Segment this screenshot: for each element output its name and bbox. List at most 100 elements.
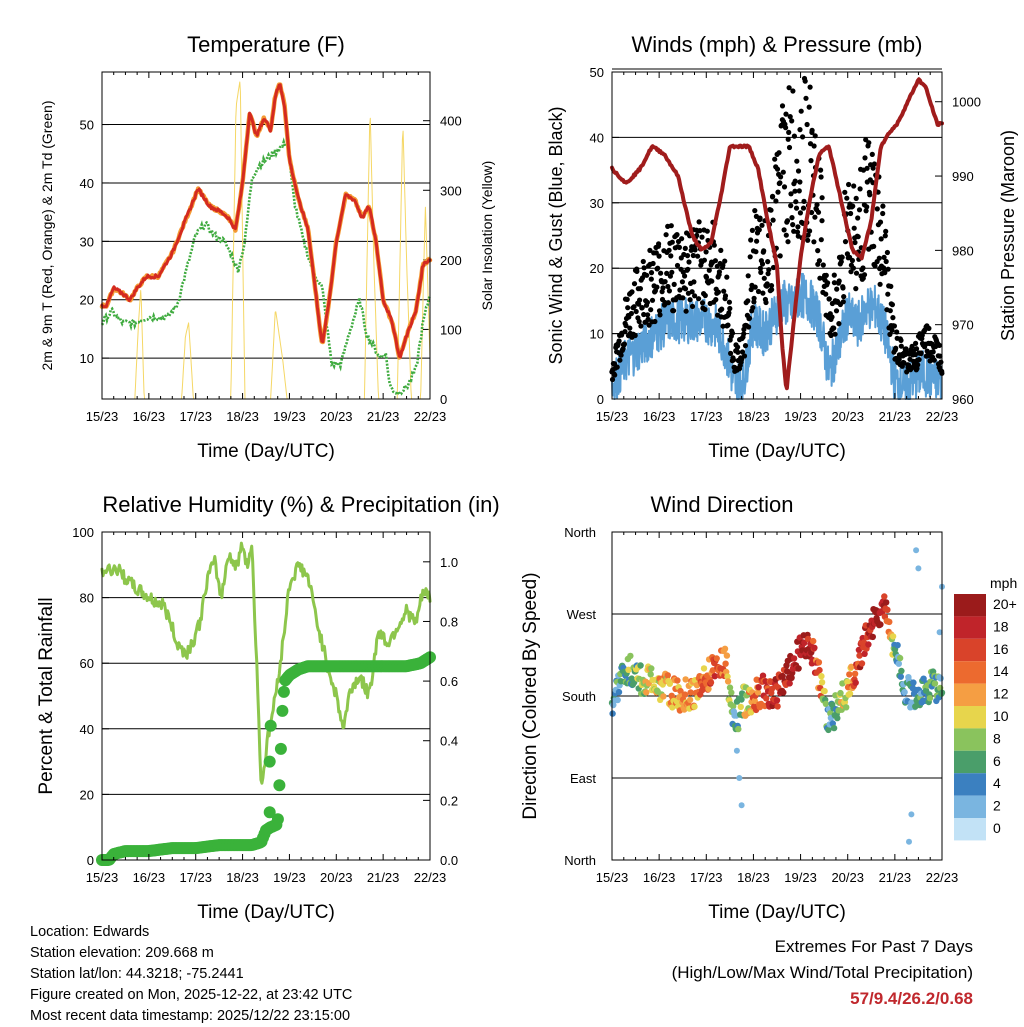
elevation-text: Station elevation: 209.668 m bbox=[30, 945, 214, 961]
gust-point bbox=[788, 191, 794, 197]
gust-point bbox=[772, 156, 778, 162]
gust-point bbox=[915, 362, 921, 368]
gust-point bbox=[855, 215, 861, 221]
chart-title: Winds (mph) & Pressure (mb) bbox=[632, 32, 923, 57]
y-tick-label: 10 bbox=[590, 327, 604, 342]
gust-point bbox=[770, 264, 777, 271]
gust-point bbox=[815, 248, 821, 254]
gust-point bbox=[633, 308, 639, 315]
gust-point bbox=[722, 293, 729, 299]
x-tick-label: 20/23 bbox=[320, 870, 353, 885]
gust-point bbox=[684, 253, 691, 259]
gust-point bbox=[618, 352, 624, 358]
wind-direction-panel: North East South West North Direction (Colore… bbox=[520, 492, 958, 923]
gust-point bbox=[770, 193, 776, 199]
pressure-line bbox=[610, 77, 944, 391]
direction-point bbox=[648, 665, 655, 672]
gust-point bbox=[883, 228, 889, 234]
x-tick-label: 17/23 bbox=[179, 870, 212, 885]
gust-point bbox=[652, 318, 658, 325]
x-tick-label: 18/23 bbox=[226, 409, 259, 424]
gust-point bbox=[872, 263, 878, 269]
gust-point bbox=[913, 346, 920, 352]
direction-point bbox=[915, 565, 922, 572]
x-tick-label: 16/23 bbox=[133, 409, 166, 424]
y-right-tick-label: 990 bbox=[952, 169, 974, 184]
gust-point bbox=[632, 332, 638, 339]
gust-point bbox=[677, 287, 683, 293]
direction-point bbox=[786, 680, 793, 687]
direction-point bbox=[830, 724, 838, 732]
direction-point bbox=[724, 678, 732, 685]
gust-point bbox=[682, 245, 688, 251]
gust-point bbox=[709, 278, 715, 284]
y-right-tick-label: 970 bbox=[952, 318, 974, 333]
gust-point bbox=[778, 174, 784, 180]
y-tick-label: 40 bbox=[80, 176, 94, 191]
x-axis-label: Time (Day/UTC) bbox=[197, 441, 335, 462]
gust-point bbox=[809, 209, 815, 216]
legend-label: 10 bbox=[993, 708, 1009, 724]
x-tick-label: 20/23 bbox=[320, 409, 353, 424]
gust-point bbox=[814, 202, 820, 208]
gust-point bbox=[869, 151, 875, 157]
gust-point bbox=[648, 307, 654, 313]
gust-point bbox=[926, 325, 932, 331]
gust-point bbox=[784, 218, 791, 224]
chart-title: Temperature (F) bbox=[187, 32, 345, 57]
gust-point bbox=[689, 303, 696, 309]
gust-point bbox=[796, 188, 802, 194]
gust-point bbox=[786, 144, 793, 151]
gust-point bbox=[877, 281, 883, 287]
gust-point bbox=[794, 158, 800, 164]
gust-point bbox=[727, 305, 733, 312]
direction-point bbox=[790, 655, 798, 662]
plot-frame bbox=[101, 531, 431, 861]
legend-swatch bbox=[954, 750, 986, 774]
x-tick-label: 15/23 bbox=[596, 409, 629, 424]
x-tick-label: 19/23 bbox=[784, 409, 817, 424]
gust-point bbox=[878, 236, 884, 242]
direction-point bbox=[730, 703, 737, 710]
gust-point bbox=[748, 237, 754, 243]
direction-point bbox=[669, 704, 676, 711]
gust-point bbox=[788, 203, 794, 209]
direction-point bbox=[647, 671, 654, 678]
gust-point bbox=[621, 341, 628, 347]
x-axis-label: Time (Day/UTC) bbox=[708, 902, 846, 923]
gust-point bbox=[756, 227, 762, 233]
gust-point bbox=[832, 331, 838, 337]
gust-point bbox=[731, 357, 737, 363]
rh-line bbox=[100, 541, 432, 785]
gust-point bbox=[805, 237, 811, 243]
gust-point bbox=[773, 198, 779, 204]
gust-point bbox=[916, 357, 922, 363]
chart-title: Wind Direction bbox=[650, 492, 793, 517]
gust-point bbox=[769, 287, 775, 293]
direction-point bbox=[856, 652, 863, 659]
temperature-panel: 10 20 30 40 50 2m & 9m T (Red, Orange) & 2m T… bbox=[39, 32, 495, 462]
direction-point bbox=[643, 689, 650, 696]
gust-point bbox=[786, 129, 792, 135]
gust-point bbox=[728, 350, 734, 356]
precip-point bbox=[274, 742, 287, 755]
direction-point bbox=[931, 680, 939, 687]
direction-point bbox=[844, 678, 851, 686]
direction-point bbox=[936, 629, 943, 636]
gust-point bbox=[726, 310, 732, 316]
gust-point bbox=[852, 239, 858, 246]
y-tick-label: 50 bbox=[590, 65, 604, 80]
legend-label: 14 bbox=[993, 663, 1009, 679]
gust-point bbox=[682, 286, 689, 292]
direction-point bbox=[759, 672, 767, 679]
y-right-tick-label: 0.2 bbox=[440, 793, 458, 808]
gust-point bbox=[839, 254, 845, 260]
gust-point bbox=[781, 227, 787, 233]
gust-point bbox=[690, 252, 696, 259]
gust-point bbox=[648, 270, 655, 276]
gust-point bbox=[811, 239, 817, 245]
gust-point bbox=[793, 199, 799, 205]
x-tick-label: 15/23 bbox=[596, 870, 629, 885]
gust-point bbox=[848, 210, 854, 217]
x-tick-label: 19/23 bbox=[273, 409, 306, 424]
